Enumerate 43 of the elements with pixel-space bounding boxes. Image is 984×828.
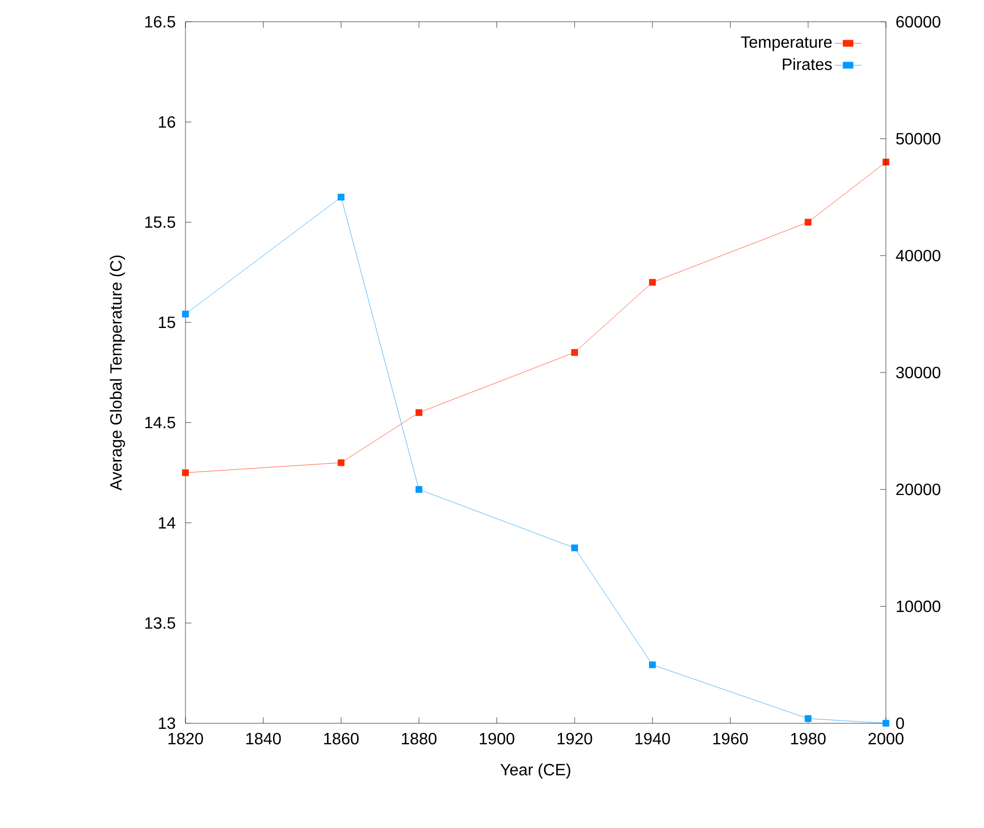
y2-tick-label: 30000 bbox=[896, 366, 940, 378]
point bbox=[804, 715, 812, 722]
x-axis-title: Year (CE) bbox=[500, 763, 570, 779]
y2-tick-label: 50000 bbox=[896, 132, 940, 144]
point bbox=[882, 158, 890, 166]
point bbox=[182, 469, 189, 476]
x-tick-label: 1860 bbox=[324, 732, 359, 744]
y2-tick-label: 60000 bbox=[896, 16, 940, 28]
point bbox=[338, 459, 344, 466]
point bbox=[416, 486, 422, 493]
point bbox=[649, 278, 656, 286]
y2-tick-label: 0 bbox=[896, 717, 904, 729]
y-tick-label: 13 bbox=[158, 717, 176, 729]
y-tick-label: 14.5 bbox=[145, 416, 176, 428]
y-tick-label: 15 bbox=[158, 316, 176, 328]
y-axis-title: Average Global Temperature (C) bbox=[110, 255, 125, 490]
point bbox=[338, 194, 344, 200]
point bbox=[182, 310, 189, 318]
point bbox=[571, 348, 578, 356]
point bbox=[804, 218, 812, 226]
y-tick-label: 16.5 bbox=[145, 16, 176, 28]
x-tick-label: 1940 bbox=[635, 732, 670, 744]
y-tick-label: 13.5 bbox=[145, 617, 176, 629]
x-tick-label: 1880 bbox=[402, 732, 436, 744]
y2-tick-label: 10000 bbox=[896, 600, 940, 612]
point bbox=[571, 544, 578, 552]
x-tick-label: 1960 bbox=[713, 732, 748, 744]
x-tick-label: 1920 bbox=[558, 732, 592, 744]
y-tick-label: 16 bbox=[158, 116, 176, 128]
x-tick-label: 1840 bbox=[246, 732, 281, 744]
x-tick-label: 1820 bbox=[168, 732, 203, 744]
point bbox=[649, 661, 656, 668]
x-tick-label: 2000 bbox=[868, 732, 904, 744]
y2-tick-label: 40000 bbox=[896, 250, 940, 262]
y-tick-label: 14 bbox=[158, 517, 176, 528]
legend-label: Temperature bbox=[741, 36, 832, 51]
point bbox=[882, 720, 890, 726]
point bbox=[416, 409, 422, 416]
y2-tick-label: 20000 bbox=[896, 484, 940, 496]
x-tick-label: 1900 bbox=[480, 732, 514, 744]
y-tick-label: 15.5 bbox=[145, 216, 176, 228]
x-tick-label: 1980 bbox=[791, 732, 826, 744]
legend-label: Pirates bbox=[782, 58, 832, 70]
